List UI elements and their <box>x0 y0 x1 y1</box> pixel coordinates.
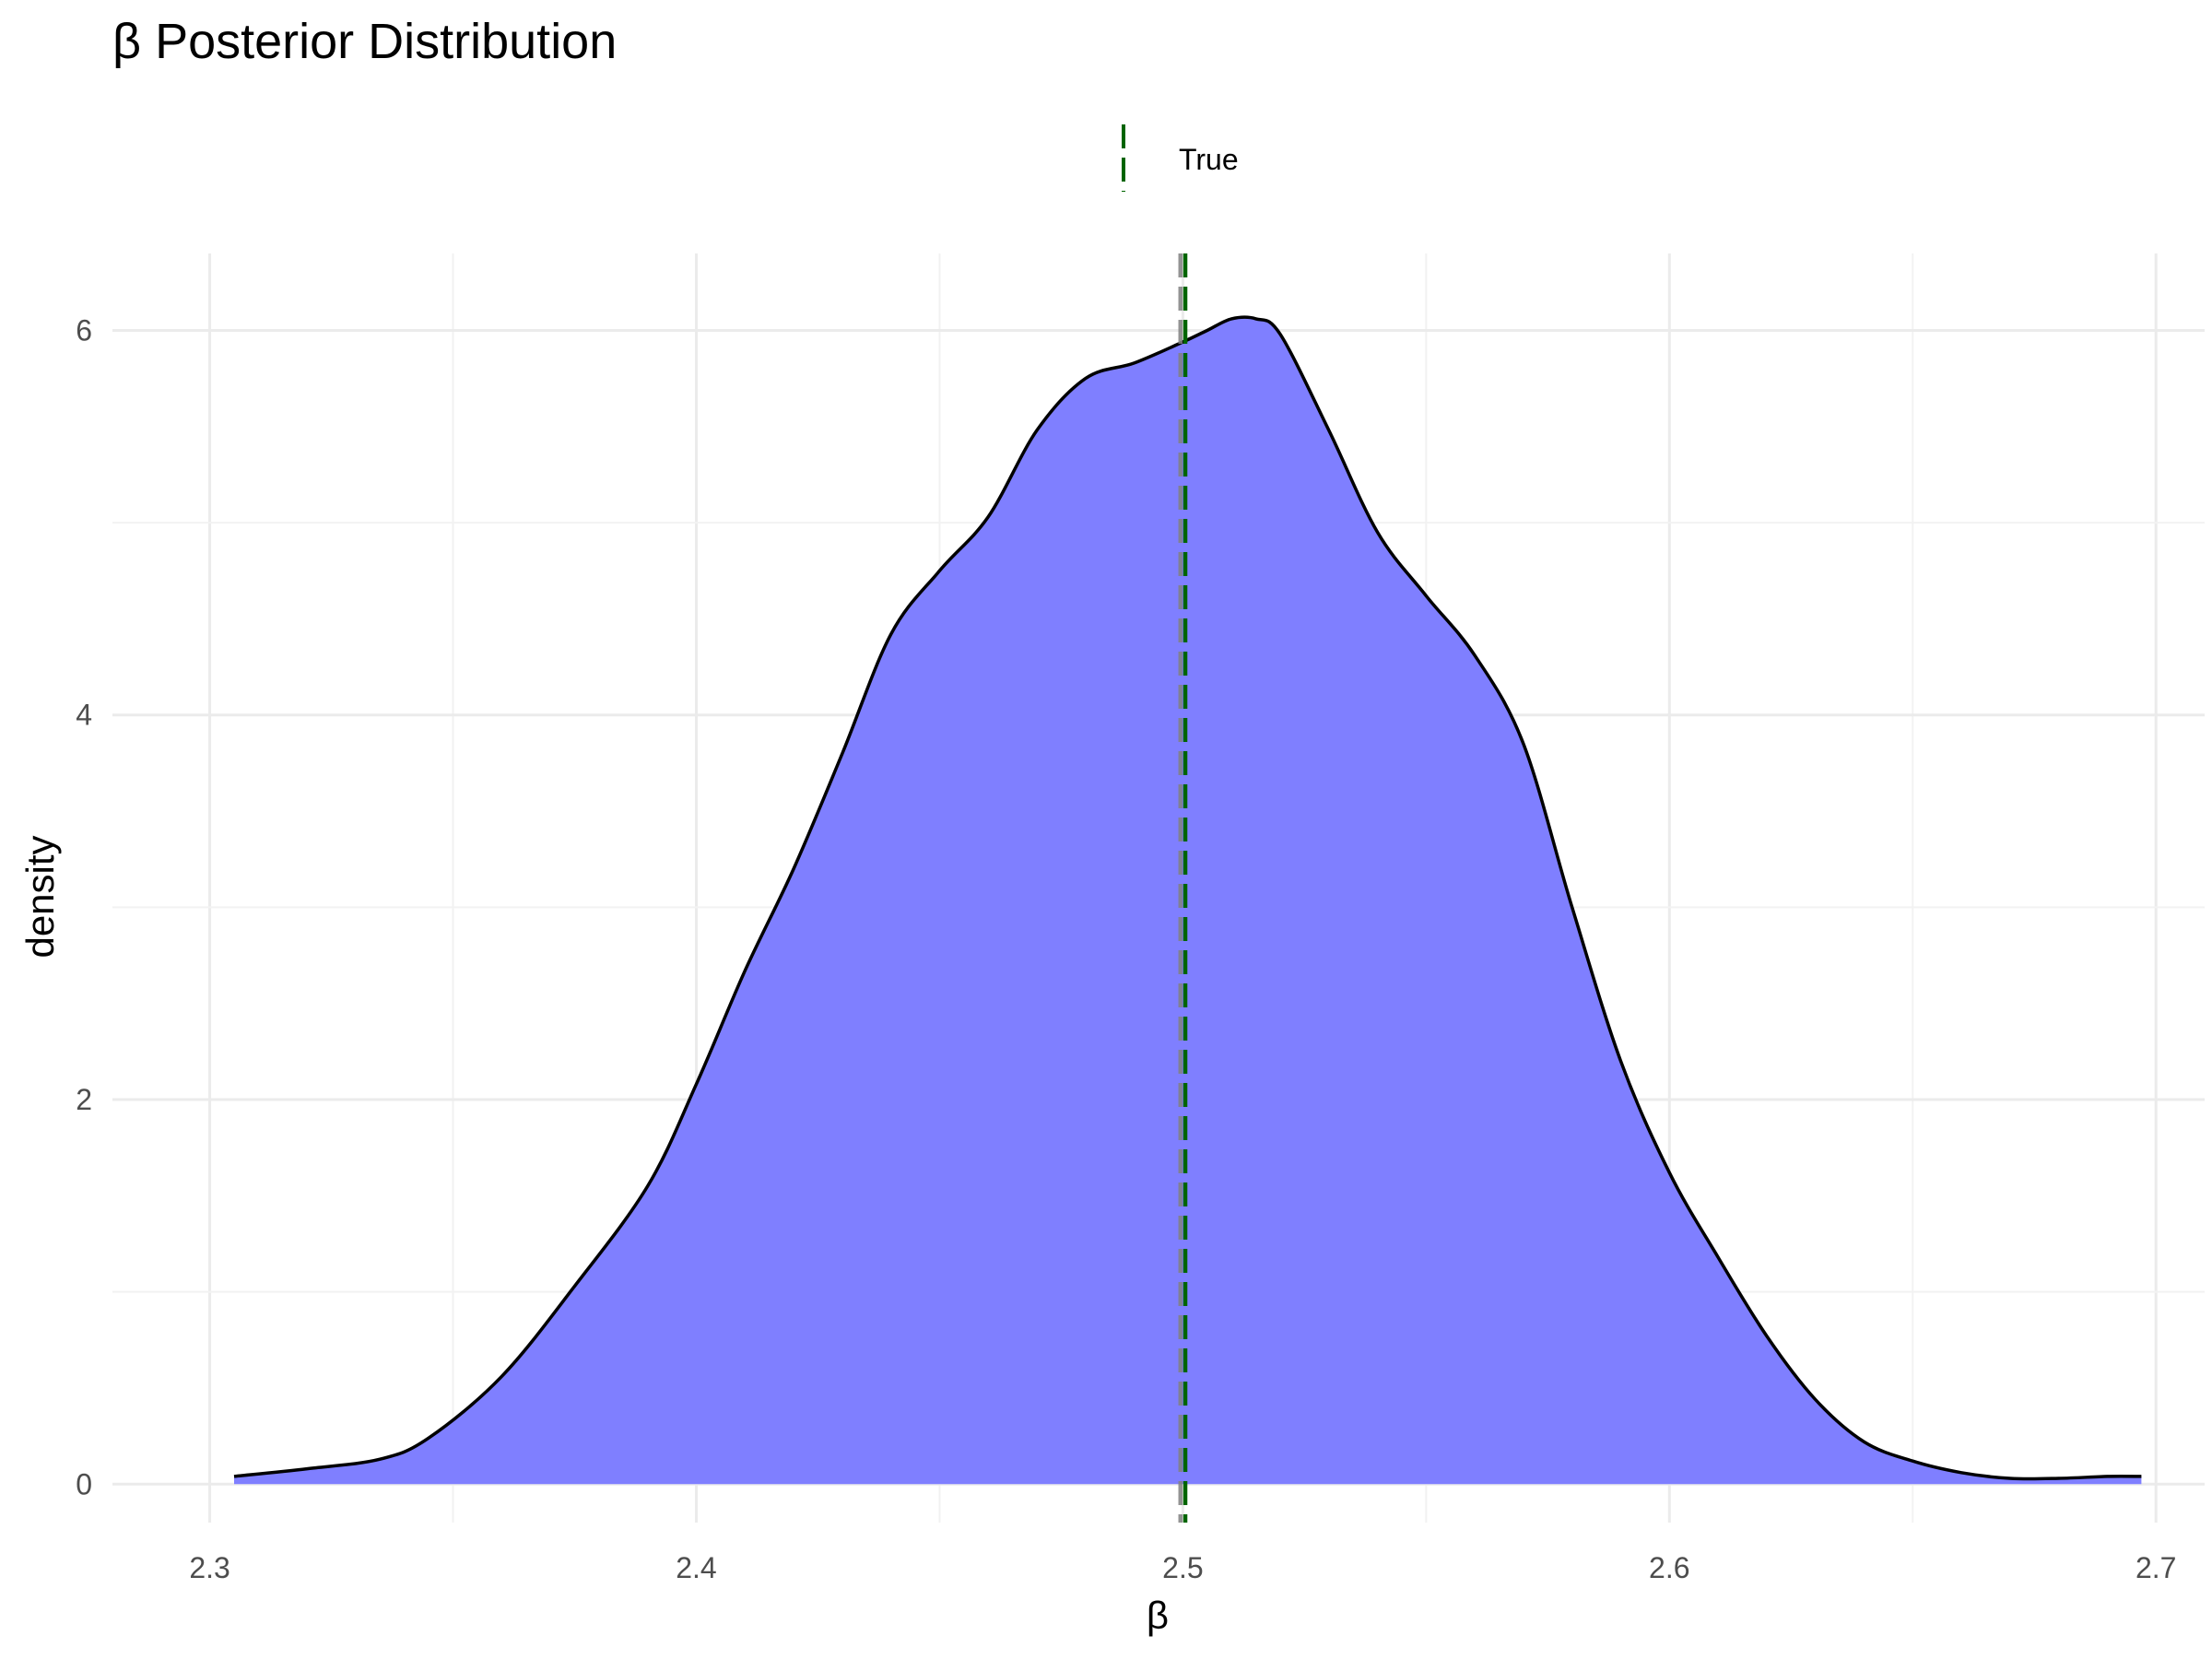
x-tick-label: 2.4 <box>676 1551 716 1584</box>
x-tick-label: 2.3 <box>189 1551 229 1584</box>
chart-title: β Posterior Distribution <box>112 14 618 69</box>
density-curve-0 <box>233 315 2142 1481</box>
x-tick-label: 2.7 <box>2136 1551 2176 1584</box>
y-axis-title: density <box>18 835 62 958</box>
legend-label-true: True <box>1179 143 1239 176</box>
x-axis-title: β <box>1147 1594 1169 1637</box>
y-tick-label: 2 <box>76 1083 92 1116</box>
legend: True <box>1122 124 1239 192</box>
y-tick-label: 6 <box>76 313 92 347</box>
x-tick-label: 2.6 <box>1649 1551 1689 1584</box>
x-tick-label: 2.5 <box>1162 1551 1203 1584</box>
reference-lines <box>1178 253 1188 1523</box>
tick-labels: 2.3 2.4 2.5 2.6 2.7 0 2 4 6 <box>76 313 2176 1584</box>
density-fill-0 <box>234 317 2142 1485</box>
density-area <box>233 315 2142 1485</box>
y-tick-label: 0 <box>76 1467 92 1500</box>
y-tick-label: 4 <box>76 699 92 732</box>
